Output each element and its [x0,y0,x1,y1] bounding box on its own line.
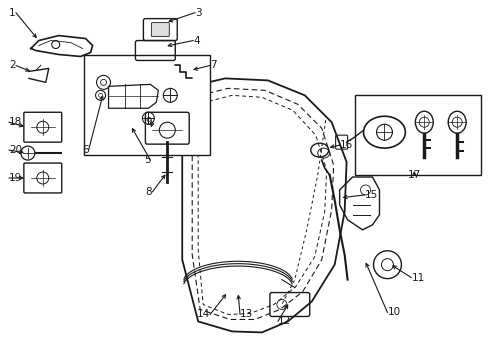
Text: 7: 7 [210,60,217,71]
Text: 17: 17 [408,170,421,180]
Text: 11: 11 [412,273,425,283]
Text: 6: 6 [82,145,89,155]
Bar [84,55,210,155]
Text: 18: 18 [9,117,22,127]
Text: 14: 14 [197,310,210,319]
Text: 10: 10 [388,307,400,318]
Text: 5: 5 [144,155,150,165]
Text: 9: 9 [146,117,152,127]
Text: 20: 20 [9,145,22,155]
FancyBboxPatch shape [151,23,169,37]
Text: 19: 19 [9,173,22,183]
Text: 15: 15 [365,190,378,200]
Text: 4: 4 [193,36,200,46]
Text: 3: 3 [195,8,202,18]
Text: 8: 8 [146,187,152,197]
Text: 13: 13 [240,310,253,319]
Bar [355,95,481,175]
Text: 16: 16 [340,140,353,150]
Text: 12: 12 [278,316,291,327]
Text: 1: 1 [9,8,16,18]
Text: 2: 2 [9,60,16,71]
Circle shape [21,146,35,160]
